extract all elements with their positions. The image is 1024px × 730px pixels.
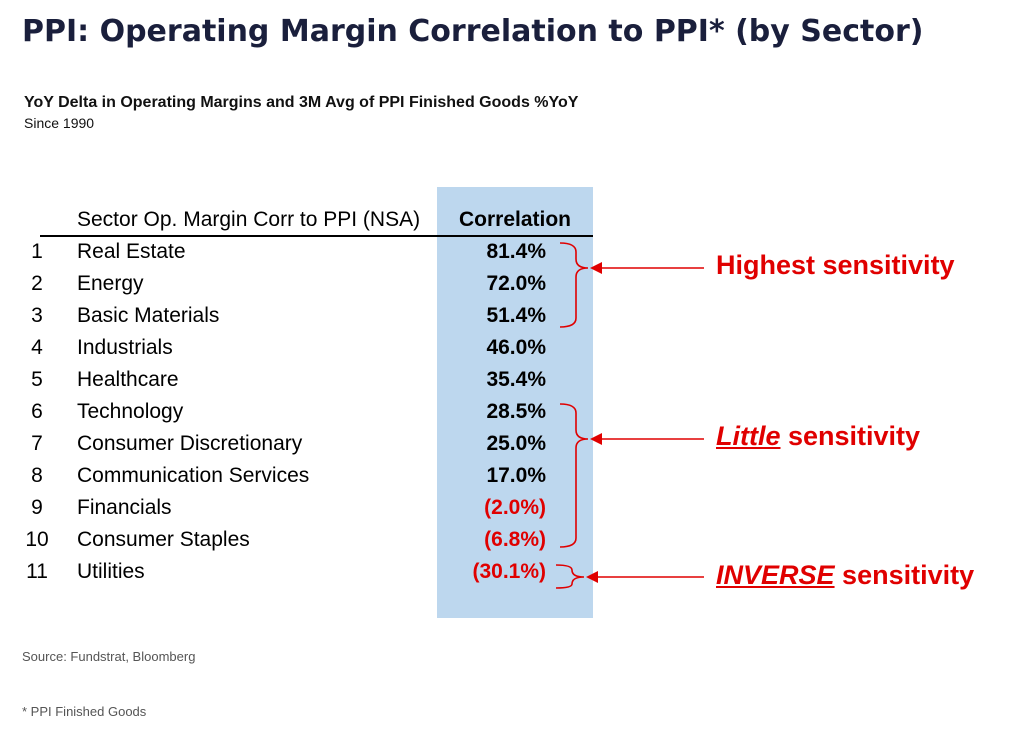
- row-correlation-value: 51.4%: [486, 304, 546, 327]
- row-rank: 3: [31, 304, 43, 327]
- row-rank: 9: [31, 496, 43, 519]
- table-header-correlation: Correlation: [458, 208, 571, 231]
- page-title: PPI: Operating Margin Correlation to PPI…: [22, 14, 924, 49]
- table-row: 11 Utilities (30.1%): [0, 556, 600, 588]
- row-sector: Utilities: [77, 560, 145, 583]
- row-correlation-value: 35.4%: [486, 368, 546, 391]
- row-rank: 11: [26, 560, 48, 583]
- footnote: * PPI Finished Goods: [22, 704, 147, 719]
- row-rank: 1: [31, 240, 43, 263]
- row-correlation-value: 17.0%: [486, 464, 546, 487]
- annotation-little-emphasis: Little: [716, 421, 781, 451]
- table-header-sector: Sector Op. Margin Corr to PPI (NSA): [77, 208, 421, 231]
- annotation-highest: Highest sensitivity: [716, 250, 955, 280]
- row-rank: 4: [31, 336, 43, 359]
- header-rule: [40, 235, 593, 237]
- row-correlation-value: (2.0%): [484, 496, 546, 519]
- row-correlation-value: 25.0%: [486, 432, 546, 455]
- row-sector: Industrials: [77, 336, 173, 359]
- table-row: 10 Consumer Staples (6.8%): [0, 524, 600, 556]
- row-sector: Basic Materials: [77, 304, 220, 327]
- bracket-little: [559, 403, 589, 548]
- table-row: 5 Healthcare 35.4%: [0, 364, 600, 396]
- source-note: Source: Fundstrat, Bloomberg: [22, 649, 196, 664]
- table-row: 4 Industrials 46.0%: [0, 332, 600, 364]
- row-correlation-value: 28.5%: [486, 400, 546, 423]
- table-row: 3 Basic Materials 51.4%: [0, 300, 600, 332]
- table-row: 9 Financials (2.0%): [0, 492, 600, 524]
- row-rank: 8: [31, 464, 43, 487]
- row-correlation-value: 81.4%: [486, 240, 546, 263]
- row-rank: 6: [31, 400, 43, 423]
- row-rank: 7: [31, 432, 43, 455]
- row-sector: Financials: [77, 496, 172, 519]
- row-rank: 10: [25, 528, 49, 551]
- row-sector: Energy: [77, 272, 144, 295]
- row-correlation-value: 46.0%: [486, 336, 546, 359]
- table-row: 8 Communication Services 17.0%: [0, 460, 600, 492]
- row-sector: Technology: [77, 400, 184, 423]
- row-sector: Healthcare: [77, 368, 179, 391]
- row-sector: Consumer Discretionary: [77, 432, 303, 455]
- bracket-highest: [559, 242, 589, 328]
- row-correlation-value: (6.8%): [484, 528, 546, 551]
- arrow-head-little: [590, 433, 602, 445]
- arrow-head-highest: [590, 262, 602, 274]
- row-rank: 2: [31, 272, 43, 295]
- annotation-little-rest: sensitivity: [780, 421, 921, 451]
- chart-subtitle: YoY Delta in Operating Margins and 3M Av…: [24, 94, 579, 111]
- annotation-inverse-emphasis: INVERSE: [716, 560, 835, 590]
- annotation-little: Little sensitivity: [716, 421, 920, 452]
- since-label: Since 1990: [24, 115, 95, 131]
- row-sector: Real Estate: [77, 240, 186, 263]
- row-sector: Consumer Staples: [77, 528, 250, 551]
- table-row: 6 Technology 28.5%: [0, 396, 600, 428]
- table-row: 7 Consumer Discretionary 25.0%: [0, 428, 600, 460]
- row-correlation-value: 72.0%: [486, 272, 546, 295]
- annotation-inverse-rest: sensitivity: [834, 560, 975, 590]
- table-row: 2 Energy 72.0%: [0, 268, 600, 300]
- row-sector: Communication Services: [77, 464, 310, 487]
- arrow-head-inverse: [586, 571, 598, 583]
- annotation-inverse: INVERSE sensitivity: [716, 560, 974, 591]
- row-rank: 5: [31, 368, 43, 391]
- bracket-inverse: [555, 564, 585, 589]
- table-row: 1 Real Estate 81.4%: [0, 236, 600, 268]
- row-correlation-value: (30.1%): [472, 560, 546, 583]
